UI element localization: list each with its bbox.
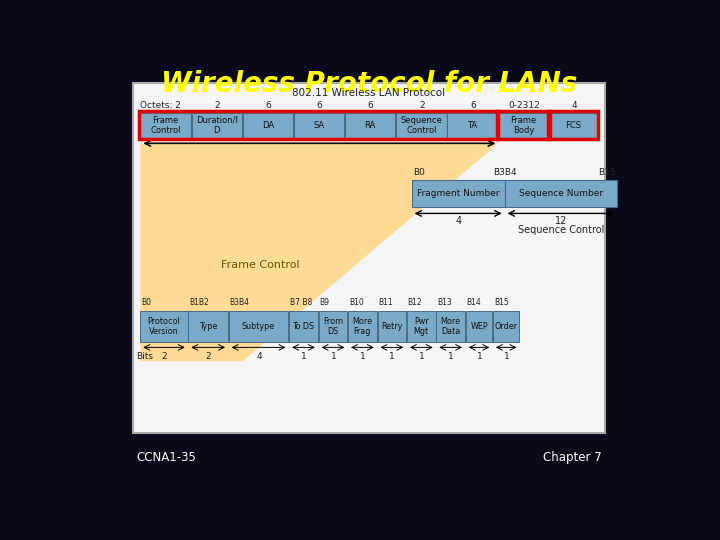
Bar xyxy=(549,112,598,138)
Text: 1: 1 xyxy=(504,352,510,361)
Bar xyxy=(319,311,347,342)
Text: 12: 12 xyxy=(554,216,567,226)
Text: 1: 1 xyxy=(390,352,395,361)
Text: 802.11 Wireless LAN Protocol: 802.11 Wireless LAN Protocol xyxy=(292,88,446,98)
Bar xyxy=(348,311,377,342)
Text: DA: DA xyxy=(262,121,274,130)
Text: B1B2: B1B2 xyxy=(189,298,209,307)
Bar xyxy=(345,112,395,138)
Text: B0: B0 xyxy=(141,298,151,307)
Text: Fragment Number: Fragment Number xyxy=(417,190,500,198)
Text: TA: TA xyxy=(467,121,477,130)
Text: Frame Control: Frame Control xyxy=(221,260,300,270)
Text: 2: 2 xyxy=(161,352,167,361)
Bar xyxy=(493,311,519,342)
Text: 4: 4 xyxy=(571,101,577,110)
Text: B13: B13 xyxy=(437,298,452,307)
Text: CCNA1-35: CCNA1-35 xyxy=(137,451,197,464)
Text: Octets: 2: Octets: 2 xyxy=(140,101,181,110)
Text: Pwr
Mgt: Pwr Mgt xyxy=(414,317,429,336)
Text: 2: 2 xyxy=(206,352,212,361)
Text: B14: B14 xyxy=(467,298,482,307)
Text: 0-2312: 0-2312 xyxy=(508,101,540,110)
Bar xyxy=(243,112,293,138)
Bar xyxy=(548,111,598,139)
Text: FCS: FCS xyxy=(566,121,582,130)
Bar xyxy=(447,112,498,138)
Text: 4: 4 xyxy=(455,216,462,226)
Bar xyxy=(407,311,436,342)
Text: SA: SA xyxy=(313,121,325,130)
Text: 1: 1 xyxy=(477,352,482,361)
Text: 1: 1 xyxy=(301,352,307,361)
Text: WEP: WEP xyxy=(470,322,488,331)
Text: Frame
Body: Frame Body xyxy=(510,116,536,135)
Text: B3B4: B3B4 xyxy=(230,298,250,307)
Bar xyxy=(412,180,505,207)
Bar xyxy=(132,83,606,433)
Bar xyxy=(497,111,549,139)
Bar xyxy=(377,311,406,342)
Text: From
DS: From DS xyxy=(323,317,343,336)
Text: 1: 1 xyxy=(330,352,336,361)
Text: 6: 6 xyxy=(368,101,374,110)
Bar xyxy=(229,311,289,342)
Bar xyxy=(140,311,188,342)
Text: 2: 2 xyxy=(419,101,425,110)
Text: More
Frag: More Frag xyxy=(352,317,372,336)
Text: To DS: To DS xyxy=(292,322,315,331)
Text: B15: B15 xyxy=(598,168,616,177)
Bar xyxy=(505,180,617,207)
Text: B11: B11 xyxy=(378,298,393,307)
Text: Retry: Retry xyxy=(381,322,402,331)
Bar xyxy=(189,311,228,342)
Text: Chapter 7: Chapter 7 xyxy=(543,451,601,464)
Text: 6: 6 xyxy=(317,101,323,110)
Bar xyxy=(466,311,492,342)
Text: Subtype: Subtype xyxy=(242,322,275,331)
Text: B12: B12 xyxy=(408,298,423,307)
Text: 1: 1 xyxy=(449,352,454,361)
Text: Wireless Protocol for LANs: Wireless Protocol for LANs xyxy=(161,70,577,98)
Text: Frame
Control: Frame Control xyxy=(150,116,181,135)
Text: B3B4: B3B4 xyxy=(492,168,516,177)
Polygon shape xyxy=(140,143,498,361)
Bar xyxy=(498,112,549,138)
Bar xyxy=(289,311,318,342)
Bar xyxy=(139,111,498,139)
Text: 1: 1 xyxy=(419,352,425,361)
Text: 4: 4 xyxy=(256,352,262,361)
Text: 2: 2 xyxy=(215,101,220,110)
Text: 6: 6 xyxy=(266,101,271,110)
Text: Protocol
Version: Protocol Version xyxy=(148,317,181,336)
Text: Duration/I
D: Duration/I D xyxy=(196,116,238,135)
Text: Bits: Bits xyxy=(137,352,153,361)
Text: B0: B0 xyxy=(413,168,425,177)
Text: B9: B9 xyxy=(320,298,329,307)
Text: Order: Order xyxy=(495,322,518,331)
Bar xyxy=(396,112,446,138)
Bar xyxy=(294,112,344,138)
Text: Sequence Number: Sequence Number xyxy=(518,190,603,198)
Text: B15: B15 xyxy=(494,298,508,307)
Text: Sequence Control: Sequence Control xyxy=(518,225,604,235)
Text: 1: 1 xyxy=(360,352,366,361)
Text: B10: B10 xyxy=(349,298,364,307)
Text: B7 B8: B7 B8 xyxy=(290,298,312,307)
Bar xyxy=(192,112,242,138)
Text: 6: 6 xyxy=(470,101,476,110)
Bar xyxy=(436,311,465,342)
Text: More
Data: More Data xyxy=(441,317,461,336)
Bar xyxy=(140,112,191,138)
Text: RA: RA xyxy=(364,121,376,130)
Text: Sequence
Control: Sequence Control xyxy=(400,116,442,135)
Text: Type: Type xyxy=(199,322,217,331)
